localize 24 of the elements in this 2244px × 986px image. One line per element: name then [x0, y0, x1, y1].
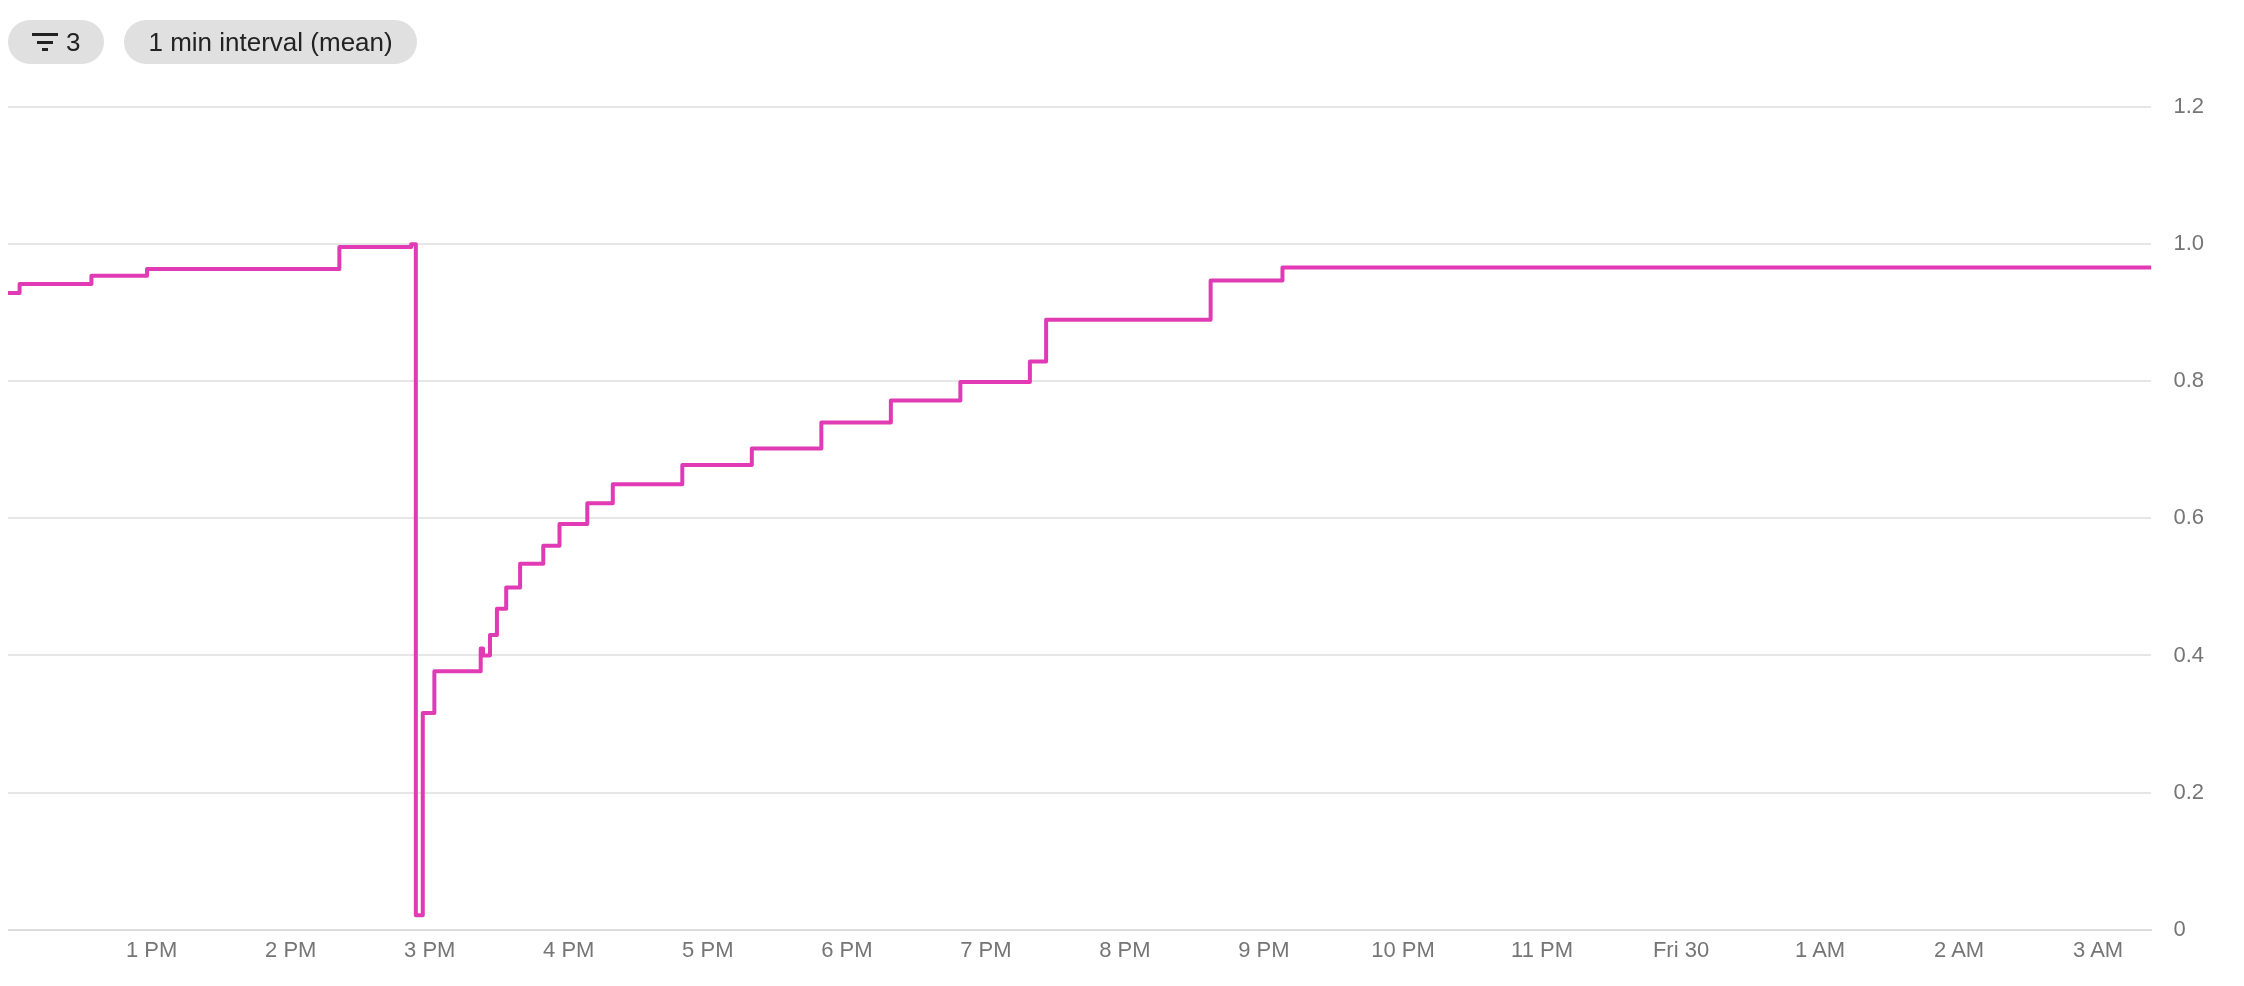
x-tick-label: 4 PM [543, 936, 595, 962]
x-tick-label: 5 PM [682, 936, 734, 962]
y-tick-label: 0.2 [2173, 778, 2205, 804]
x-tick-label: 9 PM [1238, 936, 1290, 962]
x-tick-label: 10 PM [1371, 936, 1435, 962]
y-tick-label: 1.2 [2173, 93, 2205, 119]
x-tick-label: 1 PM [125, 936, 178, 962]
x-tick-label: 3 AM [2073, 936, 2124, 962]
x-tick-label: 2 AM [1934, 936, 1985, 962]
x-tick-label: Fri 30 [1652, 936, 1710, 962]
text: 3 [66, 26, 81, 58]
y-tick-label: 1.0 [2173, 230, 2205, 256]
y-tick-label: 0.8 [2173, 367, 2205, 393]
x-tick-label: 8 PM [1099, 936, 1151, 962]
x-tick-label: 11 PM [1511, 936, 1573, 962]
x-tick-label: 7 PM [960, 936, 1012, 962]
x-tick-label: 3 PM [404, 936, 456, 962]
text: 1 min interval (mean) [148, 26, 393, 58]
x-tick-label: 2 PM [265, 936, 317, 962]
x-tick-label: 1 AM [1794, 936, 1846, 962]
y-tick-label: 0 [2173, 915, 2186, 941]
y-tick-label: 0.4 [2173, 641, 2205, 667]
x-tick-label: 6 PM [821, 936, 873, 962]
y-tick-label: 0.6 [2173, 504, 2205, 530]
